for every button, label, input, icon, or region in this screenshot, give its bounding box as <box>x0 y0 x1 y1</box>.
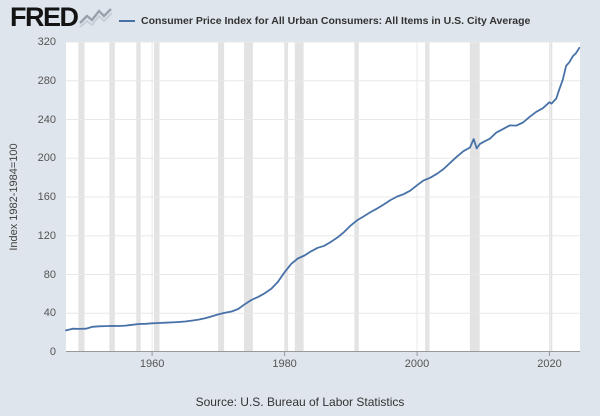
y-tick-label: 80 <box>43 268 56 281</box>
y-tick-label: 0 <box>49 346 56 358</box>
fred-logo-sparkline-icon <box>78 8 113 28</box>
y-tick-label: 40 <box>43 307 56 320</box>
y-tick-label: 120 <box>37 229 56 242</box>
legend-line-swatch <box>119 20 135 22</box>
header: FRED Consumer Price Index for All Urban … <box>0 0 600 38</box>
y-tick-label: 280 <box>37 74 56 87</box>
legend: Consumer Price Index for All Urban Consu… <box>119 15 530 27</box>
y-tick-label: 200 <box>37 152 56 165</box>
fred-logo[interactable]: FRED <box>10 2 113 32</box>
plot-area[interactable] <box>65 41 581 356</box>
y-tick-label: 240 <box>37 113 56 126</box>
cpi-line[interactable] <box>65 46 581 332</box>
source-text: Source: U.S. Bureau of Labor Statistics <box>195 395 405 409</box>
y-tick-label: 160 <box>37 191 56 203</box>
x-tick-label: 2000 <box>404 358 430 370</box>
fred-logo-text: FRED <box>10 2 79 32</box>
legend-label: Consumer Price Index for All Urban Consu… <box>141 15 531 27</box>
x-tick-label: 1980 <box>272 358 297 370</box>
footer: Source: U.S. Bureau of Labor Statistics <box>0 395 600 409</box>
chart-canvas[interactable] <box>65 41 581 356</box>
y-tick-label: 320 <box>37 36 56 48</box>
x-tick-label: 1960 <box>139 358 165 370</box>
x-tick-label: 2020 <box>537 358 562 370</box>
